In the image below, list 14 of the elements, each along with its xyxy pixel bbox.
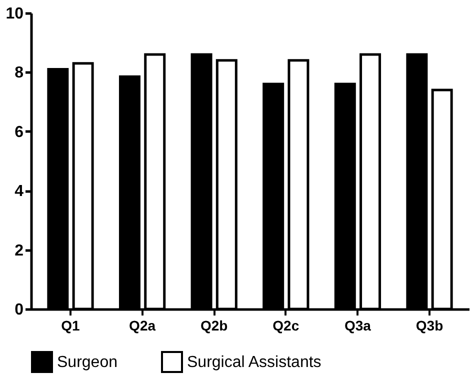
legend-label: Surgeon [57,354,118,371]
legend-label: Surgical Assistants [187,354,322,371]
x-tick-label: Q2a [129,318,156,334]
y-tick-label: 4 [14,183,24,200]
y-tick-label: 0 [14,302,24,318]
x-tick-label: Q3a [344,318,372,334]
y-tick-label: 8 [14,64,24,82]
x-tick-label: Q3b [416,318,444,334]
x-tick-label: Q2b [200,318,228,334]
y-tick-label: 10 [6,6,24,22]
x-tick-label: Q2c [272,318,300,334]
y-tick-label: 2 [14,242,24,260]
y-tick-label: 6 [14,124,24,141]
x-tick-label: Q1 [61,318,80,334]
